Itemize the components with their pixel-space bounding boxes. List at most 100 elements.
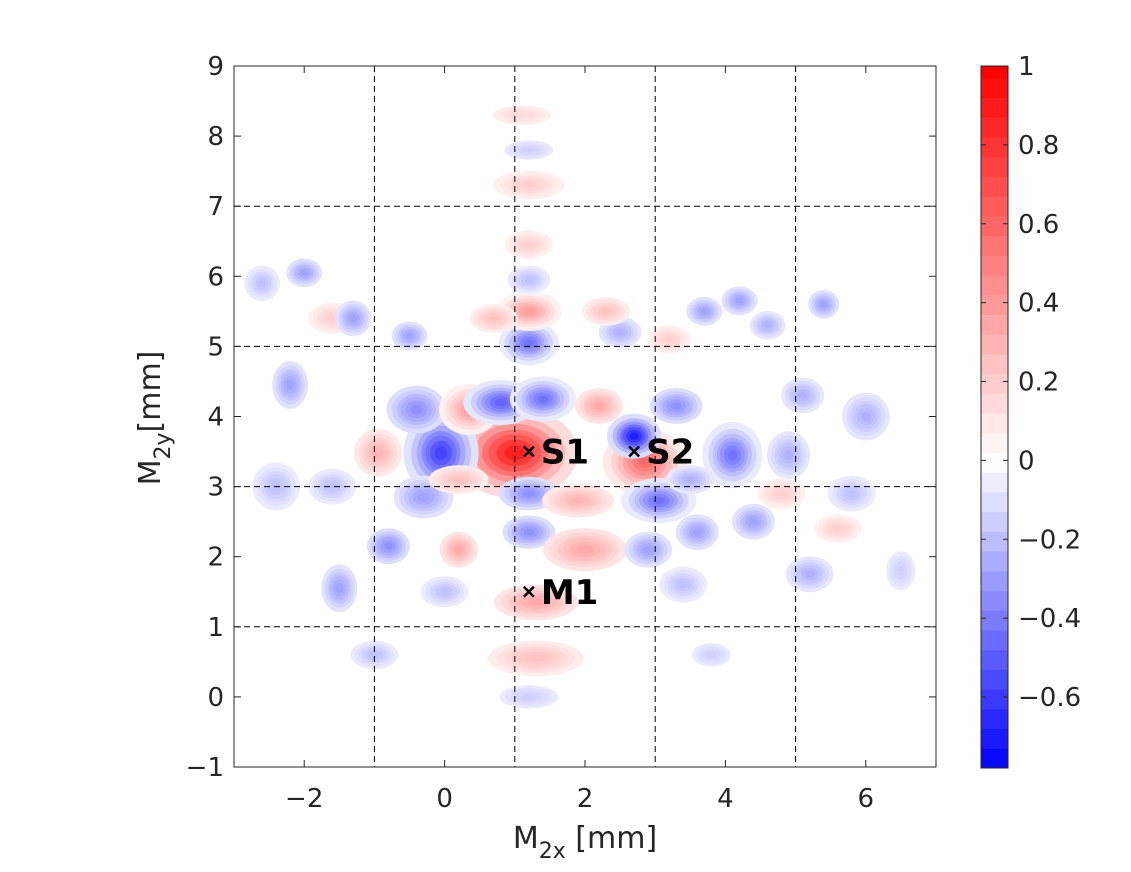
heatmap-blob [502,515,556,549]
colorbar-band [981,748,1008,769]
marker-label: S2 [646,433,694,473]
heatmap-blob [675,514,719,551]
colorbar-tick-label: −0.6 [1018,683,1081,713]
y-axis-label: M2y[mm] [133,351,176,486]
heatmap-blob [420,576,469,608]
marker-s2: S2 [628,433,694,473]
marker-cross [522,585,535,598]
heatmap-blob [886,551,916,591]
heatmap-blob [272,361,309,409]
y-tick-label: 3 [207,473,224,503]
colorbar-ticks: 1 0.8 0.6 0.4 0.2 0 −0.2 −0.4 −0.6 [981,52,1081,713]
heatmap-blob [647,325,691,354]
colorbar-tick-label: 0.6 [1018,210,1059,240]
contour-level [383,542,393,550]
contour-level [678,581,689,589]
colorbar-tick-label: 1 [1018,52,1035,82]
colorbar-band [981,432,1008,453]
colorbar-band [981,314,1008,335]
colorbar-band [981,334,1008,355]
contour-level [439,588,450,595]
contour-level [258,279,266,288]
colorbar-band [981,294,1008,315]
contour-level [629,432,639,440]
colorbar-band [981,373,1008,394]
contour-level [615,329,625,336]
heatmap-blob [492,170,565,200]
marker-label: M1 [541,573,599,613]
contour-level [776,490,787,497]
colorbar-band [981,117,1008,138]
heatmap-blob [366,528,411,565]
contour-level [735,297,744,304]
colorbar-tick-label: −0.4 [1018,604,1081,634]
colorbar-band [981,452,1008,473]
contour-level [860,411,871,422]
contour-level [804,570,815,578]
colorbar-band [981,235,1008,256]
heatmap-blob [504,230,553,260]
colorbar-tick-label: 0.2 [1018,368,1059,398]
heatmap-blob [469,304,518,333]
heatmap-blob [686,296,723,326]
contour-level [434,446,448,460]
heatmap-blob [350,640,399,670]
heatmap-field [244,105,916,709]
contour-level [637,456,652,468]
x-axis-label: M2x [mm] [513,821,657,864]
heatmap-blob [498,320,559,366]
colorbar-band [981,570,1008,592]
y-tick-label: −1 [186,753,224,783]
heatmap-blob [781,377,825,414]
heatmap-blob [286,258,323,288]
heatmap-blob [607,413,662,459]
colorbar-tick-label: 0 [1018,446,1035,476]
contour-level [514,112,530,118]
contour-level [300,269,308,276]
contour-level [523,308,535,315]
heatmap-blob [785,556,834,593]
contour-level [897,565,905,576]
colorbar-band [981,629,1008,651]
contour-level [832,525,843,532]
contour-level [369,651,380,658]
y-tick-label: 6 [207,262,224,292]
heatmap-blob [624,531,673,568]
contour-level [846,489,857,498]
y-tick-label: 7 [207,192,224,222]
heatmap-blob [575,388,624,424]
contour-level [523,241,534,248]
y-axis-label-main: M [133,460,168,486]
colorbar-band [981,393,1008,414]
y-tick-label: 0 [207,683,224,713]
contour-level [643,545,654,554]
colorbar-tick-label: 0.8 [1018,131,1059,161]
y-axis-label-unit: [mm] [133,351,168,433]
marker-layer: S1 S2 M1 [522,433,694,613]
x-tick-label: 0 [436,784,453,814]
contour-level [349,314,358,323]
colorbar-band [981,196,1008,217]
colorbar-band [981,610,1008,631]
contour-level [286,380,294,390]
colorbar-band [981,531,1008,552]
colorbar-band [981,491,1008,513]
contour-level [521,182,537,189]
colorbar-tick-label: 0.4 [1018,289,1059,319]
contour-level [417,492,430,502]
colorbar-band [981,649,1008,670]
x-tick-label: −2 [285,784,323,814]
heatmap-blob [808,289,840,319]
heatmap-blob [767,431,811,479]
heatmap-blob [353,429,402,477]
heatmap-blob [308,468,357,505]
x-tick-label: 2 [577,784,594,814]
y-tick-label: 5 [207,332,224,362]
contour-level [525,654,546,663]
colorbar-band [981,728,1008,749]
contour-level [335,583,344,594]
contour-level [763,322,772,329]
heatmap-blob [749,311,786,340]
contour-level [524,276,534,283]
